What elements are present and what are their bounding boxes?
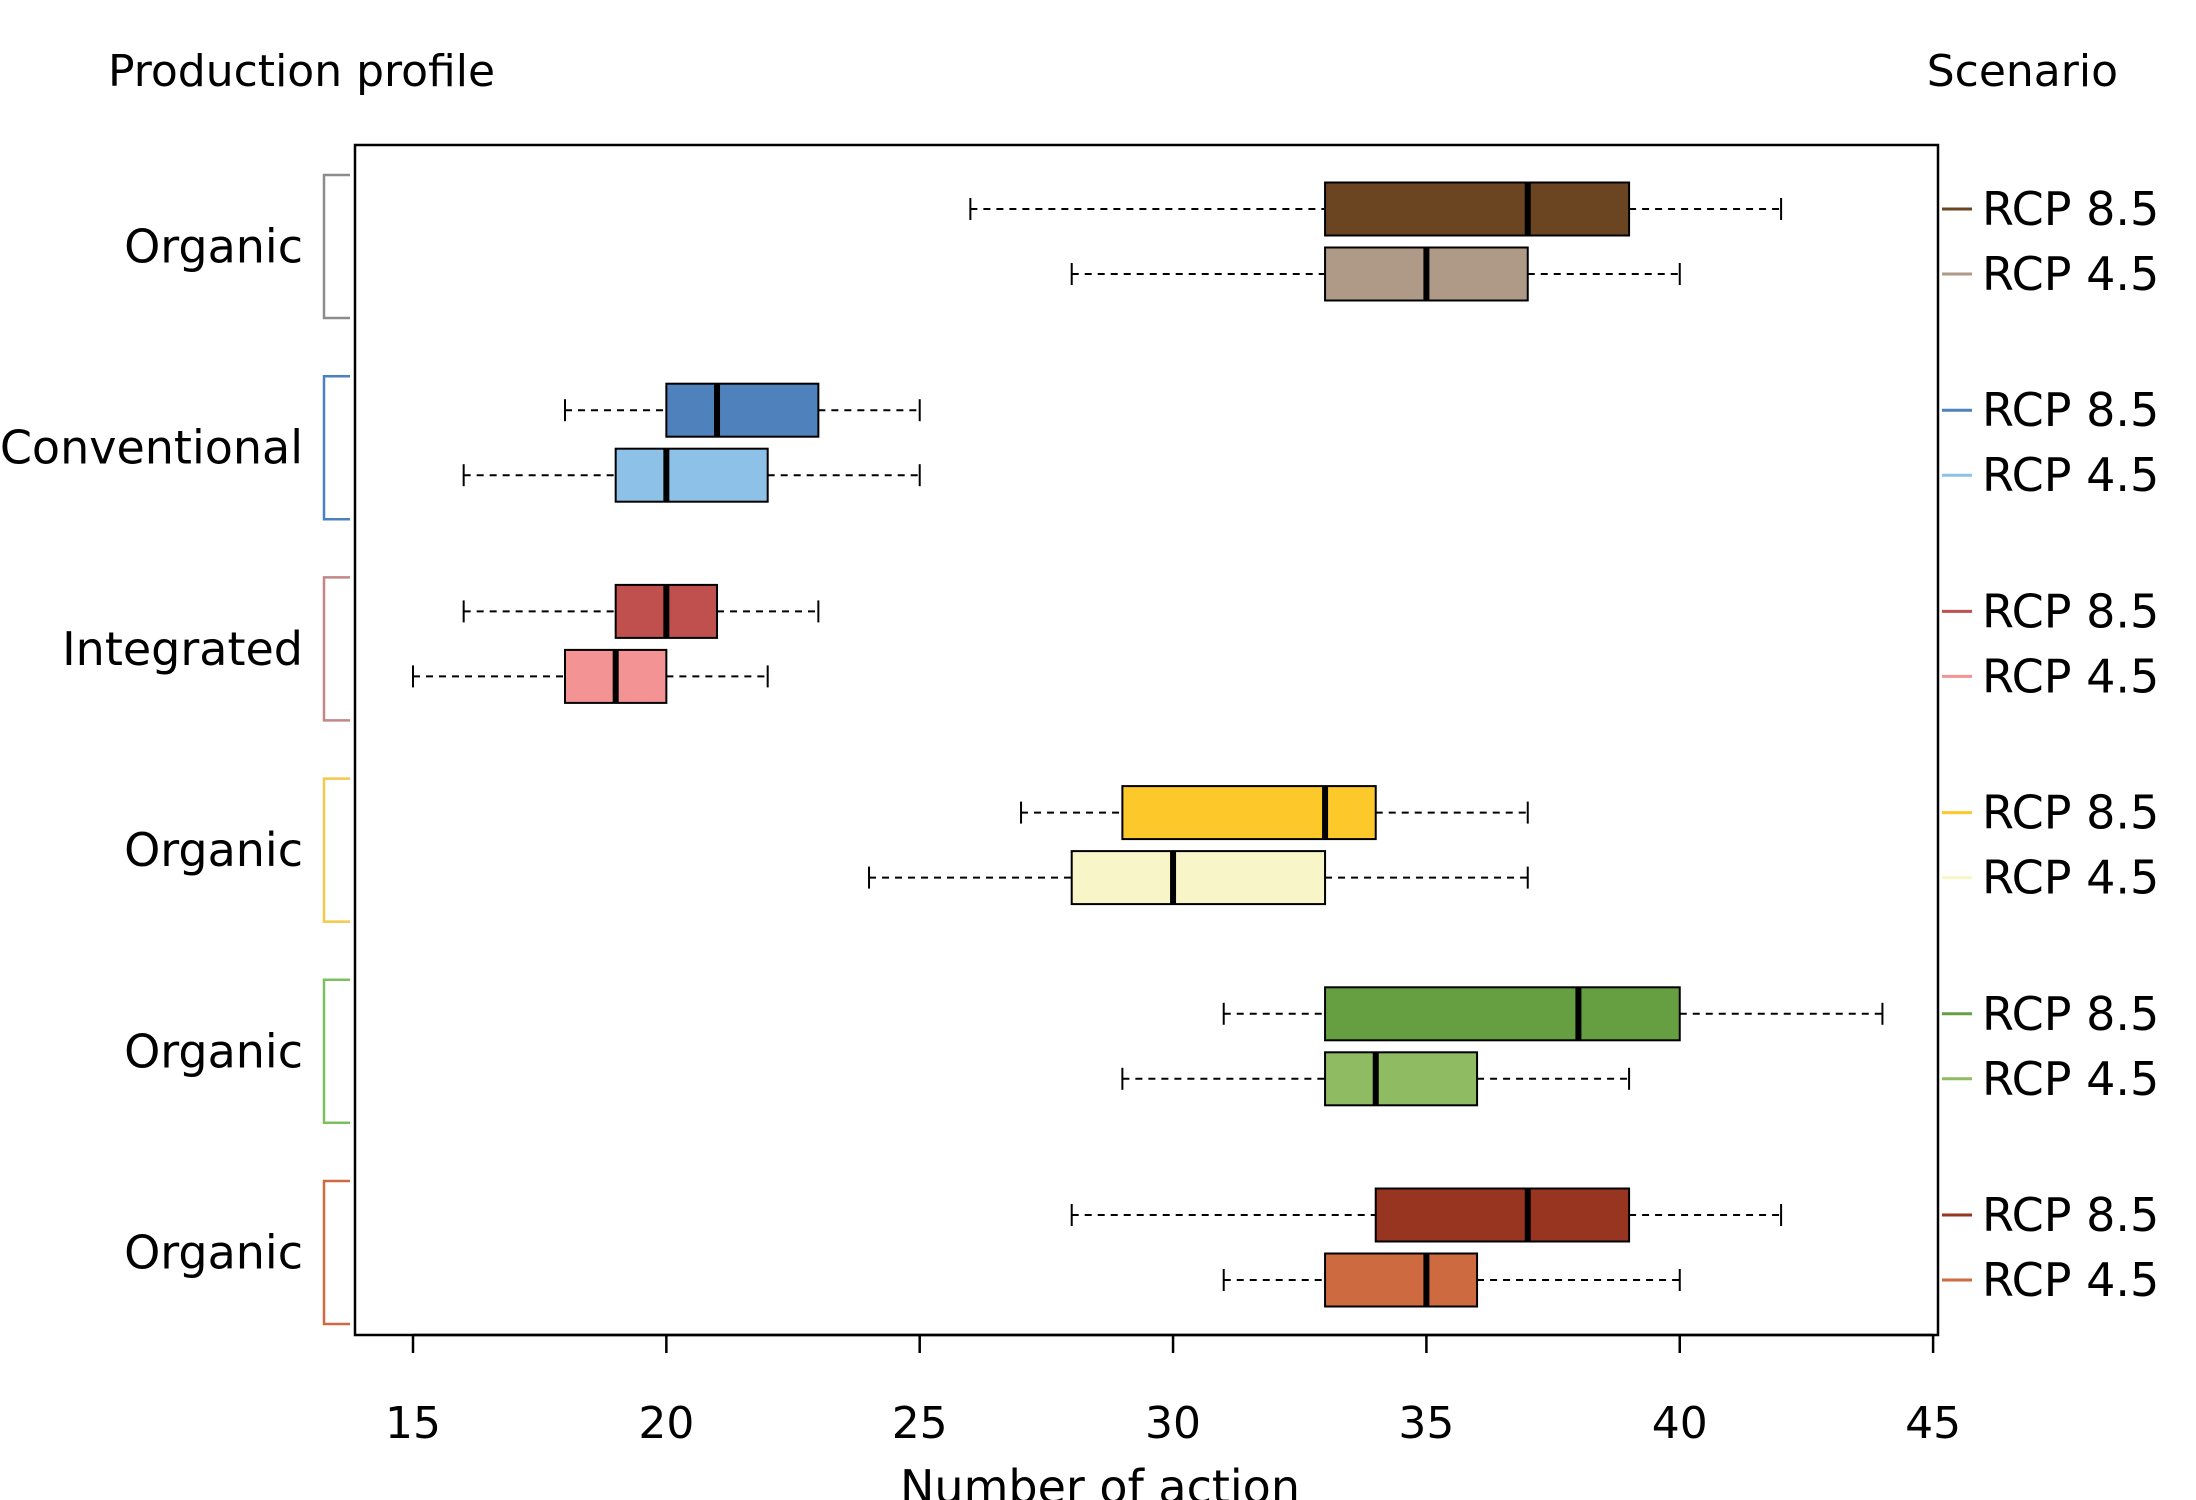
x-tick-label: 40 (1652, 1398, 1708, 1449)
group-label: Conventional (0, 421, 303, 475)
box-iqr (665, 382, 820, 438)
group-label: Organic (124, 823, 303, 877)
scenario-label: RCP 8.5 (1982, 786, 2159, 840)
scenario-label: RCP 4.5 (1982, 247, 2159, 301)
group-label: Integrated (62, 622, 303, 676)
x-tick-label: 15 (385, 1398, 441, 1449)
scenario-label: RCP 8.5 (1982, 584, 2159, 638)
box-iqr (1324, 181, 1631, 237)
group-bracket (322, 374, 350, 521)
group-bracket (322, 1179, 350, 1326)
group-label: Organic (124, 220, 303, 274)
x-axis: 15 20 25 30 35 40 45 (385, 1333, 1961, 1449)
group-label: Organic (124, 1226, 303, 1280)
scenario-label: RCP 8.5 (1982, 182, 2159, 236)
x-tick-label: 30 (1145, 1398, 1201, 1449)
x-tick-label: 25 (892, 1398, 948, 1449)
box-iqr (1374, 1187, 1631, 1243)
box-iqr (1070, 850, 1327, 906)
scenario-label: RCP 8.5 (1982, 383, 2159, 437)
box-iqr (614, 447, 769, 503)
group-bracket (322, 978, 350, 1125)
box-iqr (1324, 986, 1681, 1042)
group-bracket (322, 777, 350, 923)
x-tick-label: 45 (1905, 1398, 1961, 1449)
group-bracket (322, 576, 350, 722)
plot-frame (353, 143, 1940, 1337)
right-title: Scenario (1927, 46, 2118, 97)
box-iqr (1324, 1252, 1479, 1308)
x-axis-label: Number of action (900, 1460, 1300, 1500)
group-bracket (322, 173, 350, 320)
scenario-label: RCP 4.5 (1982, 851, 2159, 905)
chart-marks: Organic RCP 8.5 RCP 4.5 Conventional RCP 8.5… (0, 173, 2159, 1326)
x-tick-label: 35 (1398, 1398, 1454, 1449)
group-label: Organic (124, 1024, 303, 1078)
scenario-label: RCP 4.5 (1982, 1052, 2159, 1106)
left-title: Production profile (108, 46, 495, 97)
box-iqr (1121, 785, 1377, 841)
scenario-label: RCP 4.5 (1982, 1253, 2159, 1307)
x-tick-label: 20 (638, 1398, 694, 1449)
scenario-label: RCP 4.5 (1982, 448, 2159, 502)
scenario-label: RCP 8.5 (1982, 1188, 2159, 1242)
scenario-label: RCP 4.5 (1982, 649, 2159, 703)
box-iqr (1324, 1051, 1479, 1107)
scenario-label: RCP 8.5 (1982, 987, 2159, 1041)
